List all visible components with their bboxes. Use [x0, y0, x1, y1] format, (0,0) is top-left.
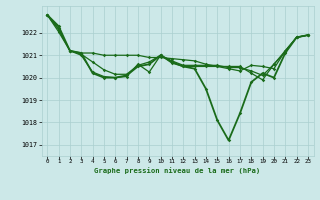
- X-axis label: Graphe pression niveau de la mer (hPa): Graphe pression niveau de la mer (hPa): [94, 167, 261, 174]
